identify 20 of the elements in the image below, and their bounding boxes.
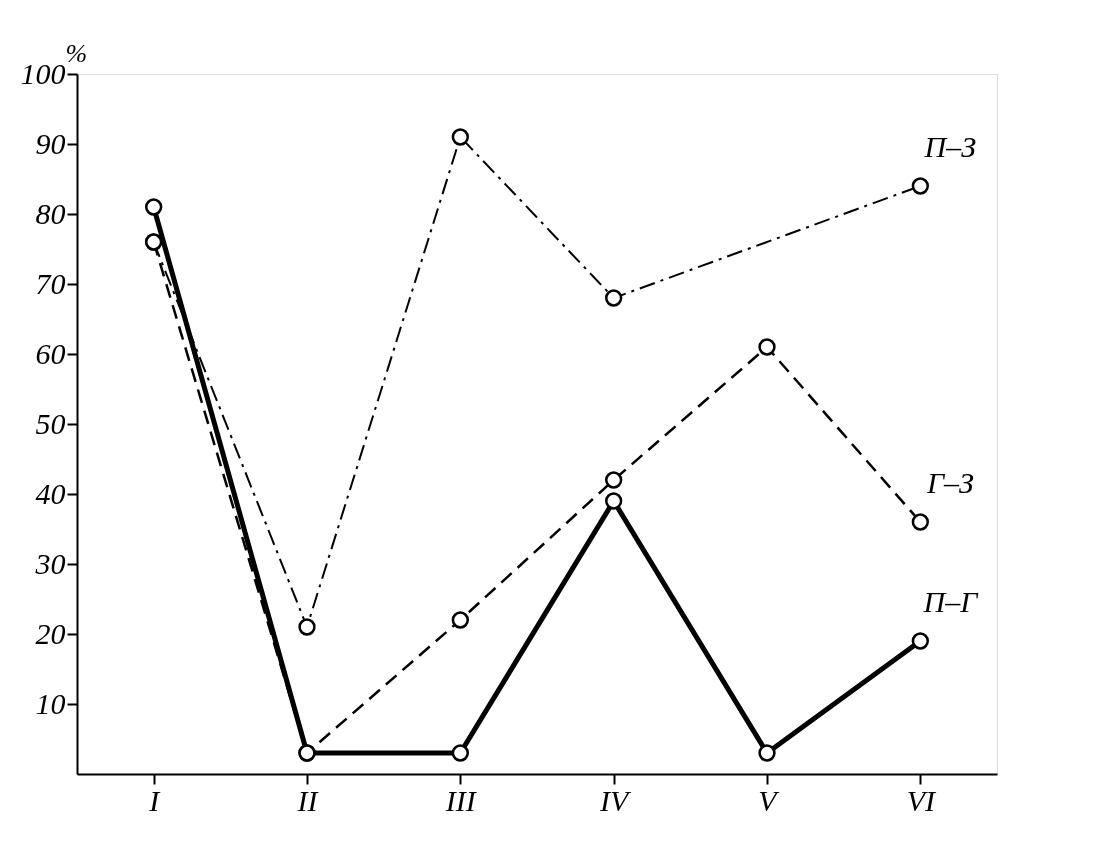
series-label: Г–З — [925, 466, 974, 499]
y-tick-label: 100 — [20, 56, 66, 90]
series-label: П–З — [923, 130, 977, 163]
x-tick-label: VI — [906, 783, 937, 817]
y-tick-label: 20 — [35, 616, 66, 650]
series-label: П–Г — [922, 585, 980, 618]
x-tick-label: IV — [599, 783, 632, 817]
y-tick-label: 70 — [35, 266, 66, 300]
x-tick-label: III — [444, 783, 478, 817]
x-tick-label: II — [296, 783, 320, 817]
y-tick-label: 60 — [35, 336, 66, 370]
x-tick-label: I — [148, 783, 162, 817]
y-tick-label: 30 — [34, 546, 66, 580]
y-axis-title: % — [65, 38, 88, 68]
y-tick-label: 10 — [35, 686, 66, 720]
y-tick-label: 80 — [35, 196, 66, 230]
x-tick-label: V — [758, 783, 781, 817]
y-tick-label: 90 — [35, 126, 66, 160]
y-tick-label: 50 — [35, 406, 66, 440]
y-tick-label: 40 — [35, 476, 66, 510]
